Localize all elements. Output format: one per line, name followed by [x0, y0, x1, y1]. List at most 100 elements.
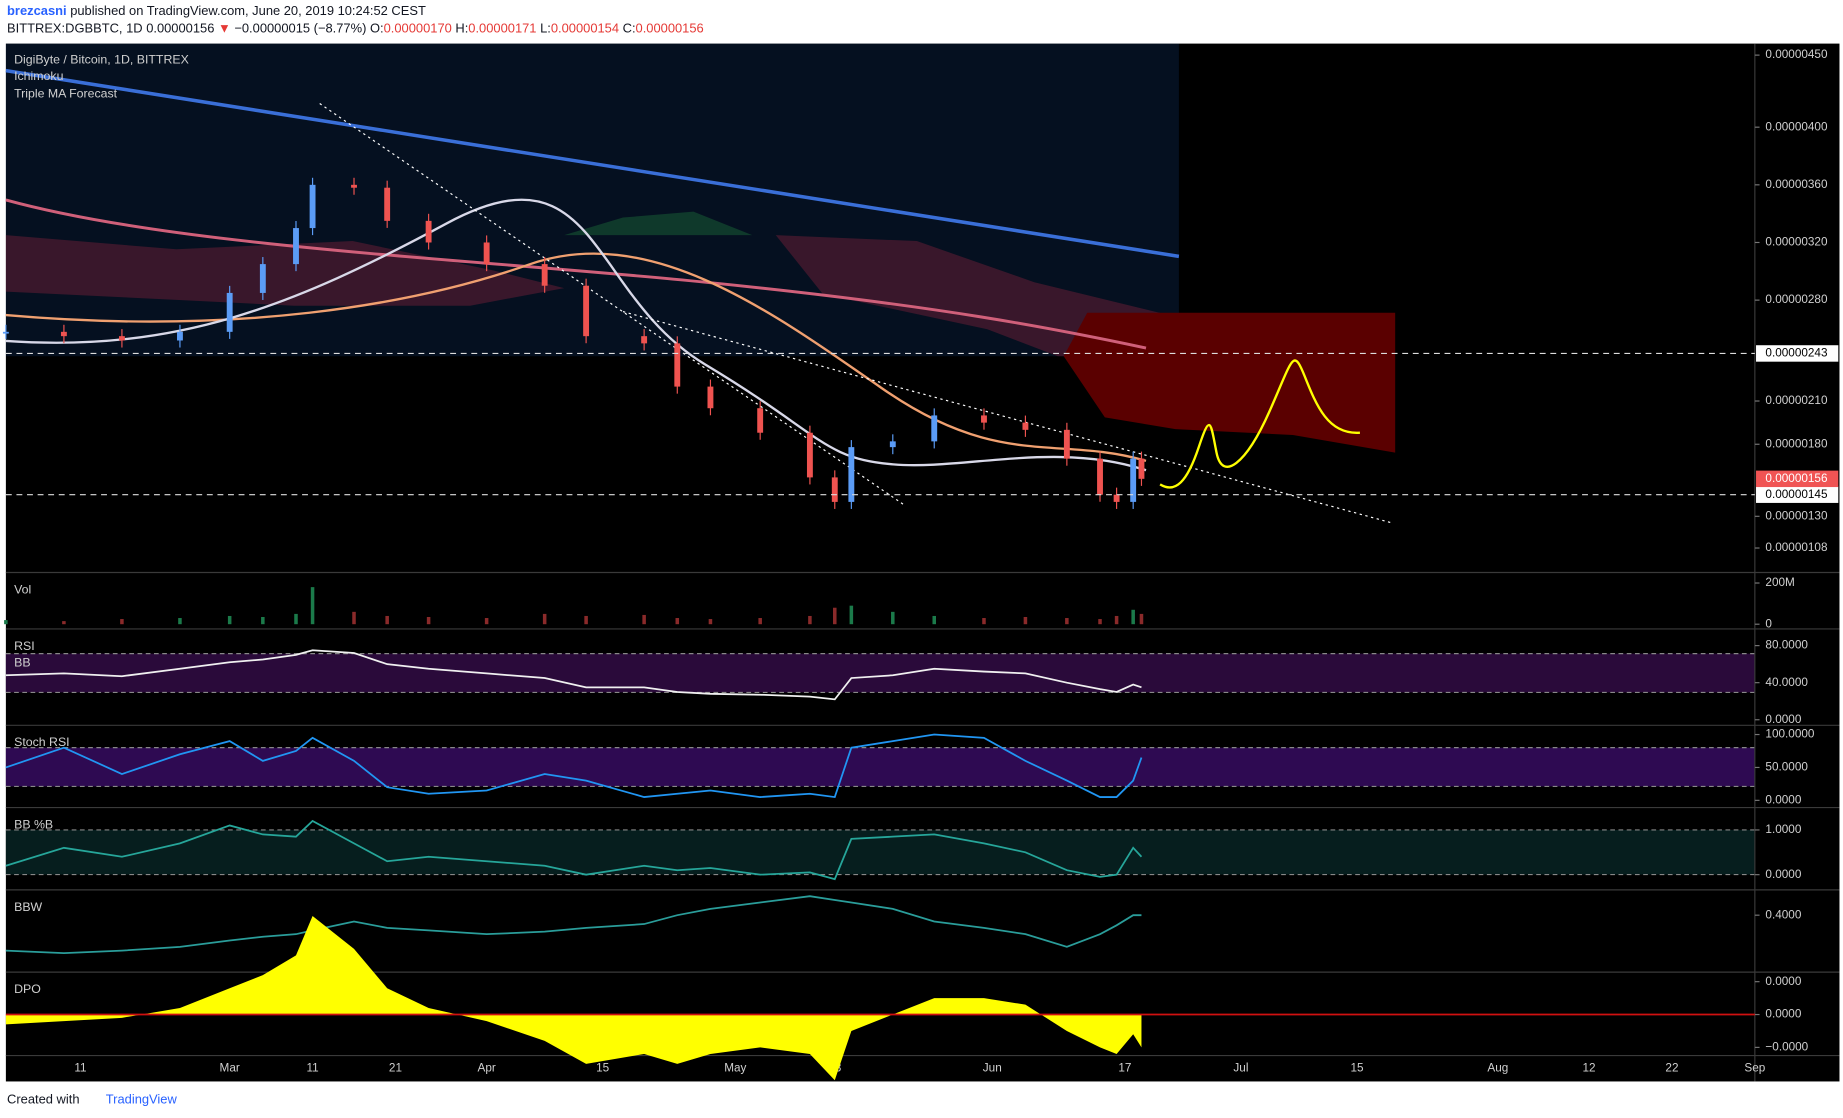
level-badge — [1756, 345, 1839, 362]
h-value: 0.00000171 — [468, 21, 536, 36]
candle — [60, 331, 67, 337]
y-tick-label: 0.0000 — [1765, 1008, 1801, 1021]
candle — [259, 264, 266, 293]
y-tick-label: 0.0000 — [1765, 868, 1801, 881]
volume-bar — [294, 613, 298, 625]
volume-bar — [310, 587, 315, 625]
c-value: 0.00000156 — [636, 21, 704, 36]
candle — [1138, 458, 1145, 479]
published: published on TradingView.com, June 20, 2… — [70, 3, 426, 18]
x-tick-label: 21 — [389, 1062, 402, 1075]
indicator-line — [5, 649, 1142, 701]
symbol: BITTREX:DGBBTC, 1D — [7, 21, 143, 36]
volume-bar — [584, 615, 588, 625]
y-tick-label: 0.00000180 — [1765, 437, 1828, 450]
y-tick-label: 0.00000400 — [1765, 120, 1828, 133]
legend-item: Triple MA Forecast — [14, 86, 118, 100]
price-badge — [1756, 470, 1839, 488]
y-tick-label: 0.00000450 — [1765, 48, 1828, 61]
volume-bar — [484, 618, 489, 625]
author[interactable]: brezcasni — [7, 3, 67, 18]
price-label: 0.00000156 — [1765, 472, 1828, 485]
candle — [757, 408, 764, 433]
volume-bar — [1114, 615, 1119, 625]
candle — [848, 447, 855, 502]
volume-bar — [426, 616, 431, 625]
y-tick-label: −0.0000 — [1765, 1040, 1808, 1053]
candle — [931, 415, 938, 442]
pane-title: Stoch RSI — [14, 735, 70, 749]
candle — [425, 220, 432, 243]
pane-title: Vol — [14, 582, 31, 596]
ma-fast — [5, 198, 1147, 472]
y-tick-label: 50.0000 — [1765, 761, 1808, 774]
level-badge — [1756, 486, 1839, 503]
candle — [293, 228, 299, 265]
volume-bar — [1023, 616, 1028, 625]
candle — [309, 184, 316, 229]
indicator-line — [5, 733, 1143, 799]
y-tick-label: 0.00000280 — [1765, 293, 1828, 306]
volume-bar — [758, 618, 762, 625]
candle — [889, 441, 896, 448]
arrow: ▼ — [218, 21, 231, 36]
indicator-line — [5, 895, 1142, 955]
x-tick-label: May — [724, 1062, 746, 1075]
change: −0.00000015 (−8.77%) — [234, 21, 366, 36]
volume-bar — [385, 615, 389, 625]
cloud-red — [5, 235, 565, 306]
footer-brand[interactable]: TradingView — [106, 1092, 178, 1107]
volume-bar — [642, 614, 646, 625]
pane-title: BBW — [14, 900, 42, 914]
separators — [5, 43, 1840, 1082]
dotted-trend — [319, 103, 906, 507]
x-tick-label: Apr — [477, 1062, 495, 1075]
volume-bar — [227, 615, 232, 625]
y-tick-label: 100.0000 — [1765, 728, 1814, 741]
y-tick-label: 1.0000 — [1765, 823, 1801, 836]
x-tick-label: 22 — [1665, 1062, 1678, 1075]
y-tick-label: 0.00000108 — [1765, 541, 1828, 554]
forecast-curve — [1159, 359, 1361, 489]
x-tick-label: 12 — [1583, 1062, 1596, 1075]
y-tick-label: 0.00000210 — [1765, 394, 1828, 407]
y-tick-label: 0.0000 — [1765, 713, 1801, 726]
y-tick-label: 0.00000360 — [1765, 178, 1828, 191]
x-tick-label: Aug — [1487, 1062, 1508, 1075]
volume-bar — [833, 607, 837, 625]
y-tick-label: 80.0000 — [1765, 639, 1808, 652]
volume-bar — [1131, 609, 1135, 625]
h-label: H: — [455, 21, 468, 36]
candle — [226, 292, 233, 332]
channel-fill — [5, 43, 1179, 357]
y-tick-label: 0 — [1765, 617, 1772, 630]
cloud-forecast — [1063, 312, 1396, 453]
y-tick-label: 200M — [1765, 576, 1794, 589]
volume-bar — [891, 611, 895, 625]
o-value: 0.00000170 — [384, 21, 452, 36]
volume-bar — [261, 616, 265, 625]
x-tick-label: 11 — [74, 1062, 86, 1075]
level-label: 0.00000145 — [1765, 488, 1828, 501]
candle — [806, 432, 813, 478]
legend-title: DigiByte / Bitcoin, 1D, BITTREX — [14, 52, 189, 66]
volume-bar — [982, 618, 986, 625]
candle — [1063, 429, 1070, 459]
l-label: L: — [540, 21, 551, 36]
last: 0.00000156 — [146, 21, 214, 36]
level-label: 0.00000243 — [1765, 347, 1828, 360]
o-label: O: — [370, 21, 384, 36]
candle — [1097, 458, 1103, 495]
l-value: 0.00000154 — [551, 21, 619, 36]
candle — [1022, 422, 1029, 430]
ma-mid — [5, 252, 1147, 462]
ma-slow — [5, 198, 1147, 350]
candle — [1130, 458, 1137, 502]
trendline — [5, 68, 1180, 259]
candle — [2, 331, 9, 334]
c-label: C: — [623, 21, 636, 36]
volume-bar — [932, 615, 937, 625]
pane-title: RSI — [14, 639, 35, 653]
header-line: brezcasni published on TradingView.com, … — [7, 3, 426, 18]
